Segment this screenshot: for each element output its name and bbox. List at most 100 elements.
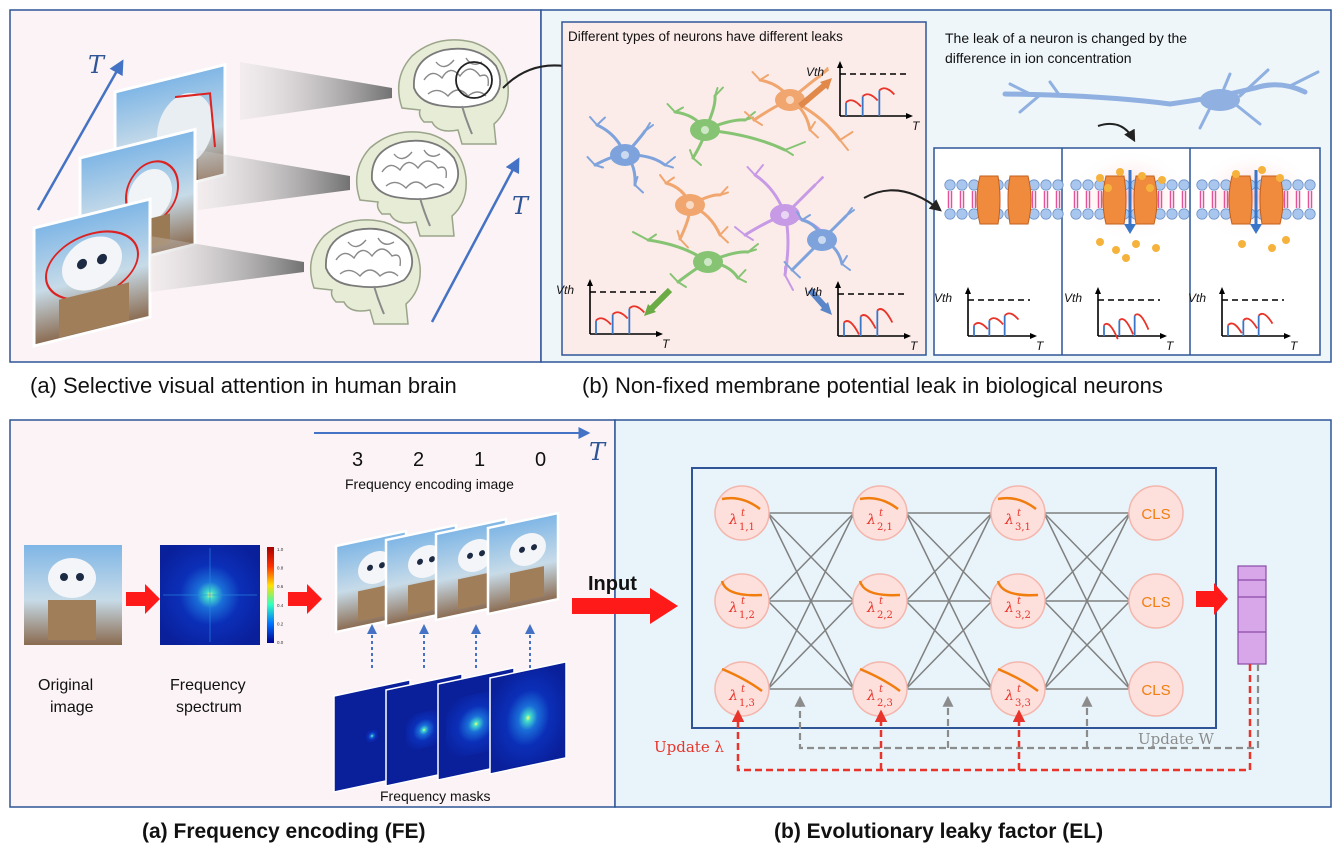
lambda-label: λ — [866, 600, 876, 616]
vth-label: Vth — [806, 65, 824, 79]
neuron-circle — [714, 573, 770, 629]
dendrite-tip — [784, 266, 794, 291]
x-axis-head — [1284, 333, 1291, 339]
leak-trace — [859, 667, 901, 693]
lambda-superscript: t — [741, 508, 746, 519]
lambda-superscript: t — [741, 684, 746, 695]
vth-label: Vth — [556, 283, 574, 297]
colorbar-tick: 0.2 — [277, 621, 284, 626]
neuron-cell — [632, 231, 759, 288]
ion-channel — [1102, 175, 1127, 225]
input-label: Input — [588, 573, 637, 595]
lambda-subscript: 3,1 — [1015, 522, 1031, 533]
time-label-right: T — [512, 192, 530, 220]
ion-dot — [1158, 176, 1166, 184]
leak-curve — [843, 308, 894, 335]
cat-eye — [379, 562, 385, 569]
dendrite-tip — [634, 176, 644, 194]
lambda-superscript: t — [1017, 684, 1022, 695]
dendrite-tip — [719, 226, 729, 244]
mask-window — [406, 708, 442, 752]
lipid-head — [1178, 179, 1190, 191]
lambda-superscript: t — [879, 596, 884, 607]
timestep-label: 2 — [413, 449, 424, 471]
t-label: T — [662, 337, 671, 351]
membrane-potential-plots: Vth T Vth T Vth T Vth T Vth T Vth T — [556, 61, 1299, 353]
vm-plot: Vth T — [806, 61, 921, 133]
colorbar-ticks: 1.0 0.8 0.6 0.4 0.2 0.0 — [277, 547, 284, 645]
original-image-label-line1: Original — [38, 677, 93, 694]
ion-dot — [1276, 174, 1284, 182]
caption-bottom-a: (a) Frequency encoding (FE) — [142, 820, 426, 843]
lif-neuron: λ t 2,2 — [852, 573, 908, 629]
leak-trace — [720, 580, 763, 597]
colorbar — [267, 547, 274, 643]
colorbar-tick: 0.4 — [277, 603, 284, 608]
cat-eye — [479, 550, 485, 557]
lif-neuron: λ t 1,3 — [714, 661, 770, 717]
note-different-leaks: Different types of neurons have differen… — [568, 29, 843, 44]
x-axis-head — [656, 331, 663, 337]
nucleus — [781, 211, 789, 219]
lambda-superscript: t — [879, 684, 884, 695]
ion-dot — [1146, 184, 1154, 192]
leak-trace — [858, 580, 901, 597]
lambda-label: λ — [1004, 512, 1014, 528]
cat-body — [510, 566, 544, 604]
dendrite-tip — [746, 164, 764, 176]
neuron-circle — [1128, 573, 1184, 629]
cls-label: CLS — [1141, 682, 1170, 699]
cls-label: CLS — [1141, 594, 1170, 611]
vm-plot: Vth T — [1064, 287, 1175, 353]
nucleus — [701, 126, 709, 134]
neuron-cell — [744, 67, 854, 151]
t-label: T — [912, 119, 921, 133]
lipid-head — [944, 208, 956, 220]
lipid-head — [1304, 179, 1316, 191]
network-connections — [767, 512, 1131, 690]
ion-channel — [976, 175, 1001, 225]
lipid-head — [1304, 208, 1316, 220]
ion-flow-arrowhead — [1250, 224, 1262, 234]
lipid-head — [1292, 179, 1304, 191]
ion-channel — [1133, 175, 1158, 225]
cat-eye — [417, 558, 423, 565]
lif-neuron: λ t 1,1 — [714, 485, 770, 541]
ion-dot — [1104, 184, 1112, 192]
cat-eye — [367, 564, 373, 571]
brain-stem — [373, 285, 385, 315]
focus-circle — [455, 61, 493, 99]
leak-trace — [997, 496, 1037, 510]
lipid-head — [1082, 208, 1094, 220]
ion-dot — [1096, 238, 1104, 246]
time-label-left: T — [88, 51, 106, 79]
note-ion-line2: difference in ion concentration — [945, 50, 1132, 66]
nucleus — [686, 201, 694, 209]
cat-eye — [519, 546, 525, 553]
neuron-cluster — [586, 67, 855, 291]
lif-neuron: λ t 3,2 — [990, 573, 1046, 629]
y-axis-head — [837, 61, 843, 68]
neuron-circle — [714, 485, 770, 541]
dendrite-tip — [839, 131, 854, 151]
cat-face — [458, 539, 494, 572]
input-step — [595, 308, 631, 334]
lambda-superscript: t — [1017, 596, 1022, 607]
weight-edge — [1043, 512, 1131, 602]
nucleus — [818, 236, 826, 244]
lambda-superscript: t — [741, 596, 746, 607]
neuron-circle — [1128, 661, 1184, 717]
caption-top-a: (a) Selective visual attention in human … — [30, 373, 457, 398]
y-axis-head — [1095, 287, 1101, 294]
weight-edge — [1043, 600, 1131, 690]
time-axis-right — [430, 157, 520, 323]
dendrite-tip — [659, 174, 675, 184]
lipid-bilayer — [944, 175, 1064, 225]
x-axis-head — [1160, 333, 1167, 339]
lambda-label: λ — [1004, 600, 1014, 616]
mask-spectrum — [492, 664, 564, 772]
weight-edge — [1043, 512, 1131, 690]
lipid-head — [1052, 208, 1064, 220]
colorbar-tick: 0.0 — [277, 640, 284, 645]
